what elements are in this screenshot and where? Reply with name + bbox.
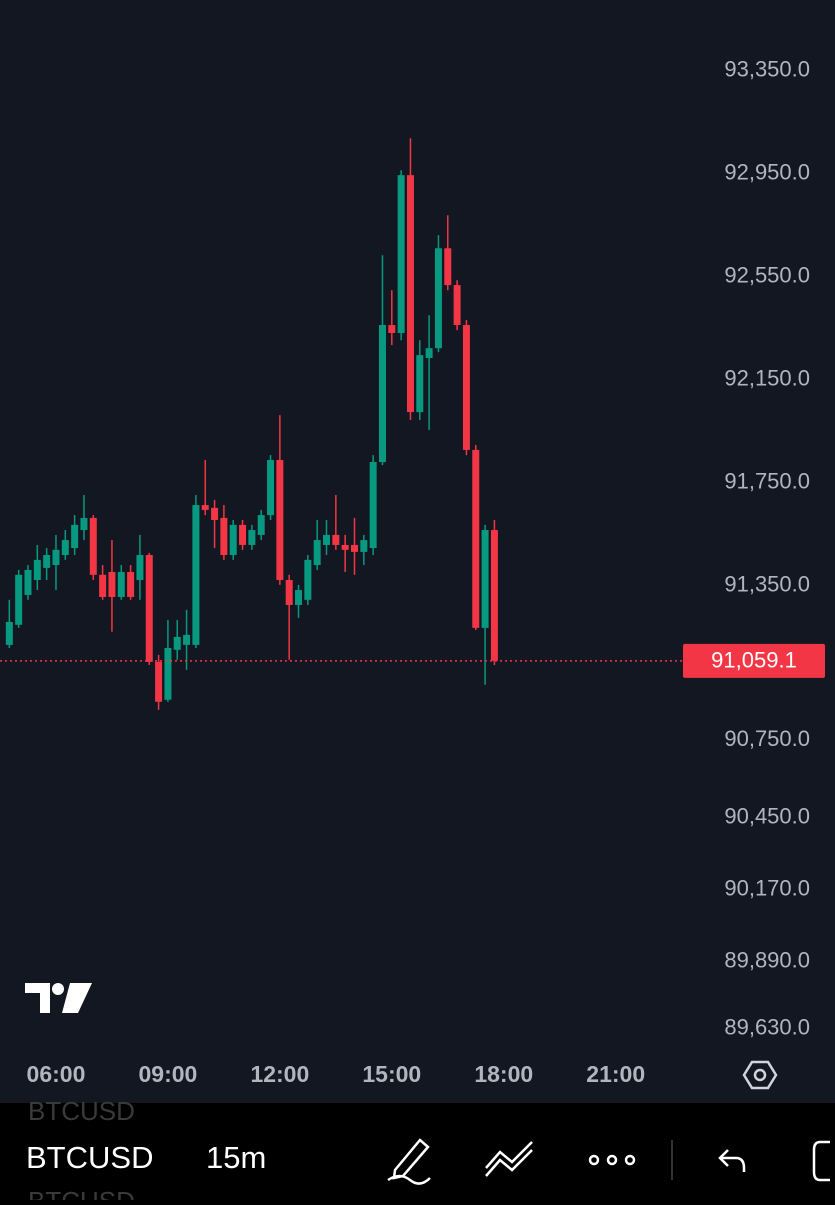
interval[interactable]: 15m <box>206 1140 266 1175</box>
candle-body <box>481 530 489 628</box>
candle-body <box>304 559 312 600</box>
fullscreen-button[interactable] <box>812 1140 830 1182</box>
candle-body <box>108 572 116 597</box>
candle-body <box>285 579 293 605</box>
candle-body <box>24 569 32 595</box>
candle-body <box>33 559 41 580</box>
symbol-next: BTCUSD <box>28 1186 135 1200</box>
candle-body <box>201 505 209 510</box>
settings-button[interactable] <box>742 1060 778 1090</box>
candle-body <box>89 517 97 575</box>
candle-body <box>341 544 349 550</box>
candle-body <box>173 636 181 650</box>
x-tick-label: 15:00 <box>362 1061 421 1087</box>
y-tick-label: 91,350.0 <box>724 572 810 597</box>
x-tick-label: 21:00 <box>586 1061 645 1087</box>
candle-body <box>61 540 69 556</box>
y-tick-label: 89,890.0 <box>724 948 810 973</box>
y-tick-label: 90,750.0 <box>724 726 810 751</box>
candle-body <box>211 507 219 520</box>
x-tick-label: 06:00 <box>27 1061 86 1087</box>
candle-body <box>453 285 461 326</box>
candle-body <box>80 517 88 531</box>
candle-body <box>267 459 275 516</box>
candle-body <box>388 325 396 334</box>
candle-body <box>397 175 405 334</box>
candle-body <box>472 449 480 628</box>
candle-body <box>444 248 452 286</box>
candle-body <box>332 534 340 545</box>
plot: 93,350.0 92,950.0 92,550.0 92,150.0 91,750.0… <box>0 57 825 1040</box>
candle-body <box>425 348 433 358</box>
y-tick-label: 91,750.0 <box>724 469 810 494</box>
symbol-previous: BTCUSD <box>28 1096 135 1126</box>
candle-body <box>360 540 368 552</box>
more-button[interactable] <box>588 1154 636 1166</box>
y-tick-label: 93,350.0 <box>724 57 810 82</box>
candle-body <box>248 530 256 545</box>
y-tick-label: 89,630.0 <box>724 1015 810 1040</box>
candle-body <box>378 325 386 463</box>
candle-body <box>350 544 358 552</box>
chart-background <box>0 0 835 1103</box>
candle-body <box>369 462 377 549</box>
x-tick-label: 18:00 <box>474 1061 533 1087</box>
candle-body <box>323 534 331 545</box>
candle-body <box>5 621 13 645</box>
candle-body <box>229 524 237 556</box>
candle-body <box>183 634 191 645</box>
draw-button[interactable] <box>387 1138 431 1185</box>
candle-body <box>295 590 303 605</box>
last-price-box <box>683 643 825 678</box>
y-tick-label: 92,950.0 <box>724 160 810 185</box>
y-tick-label: 92,550.0 <box>724 263 810 288</box>
candle-body <box>462 325 470 450</box>
candle-body <box>136 555 144 580</box>
candle-body <box>192 505 200 645</box>
candle-body <box>276 459 284 580</box>
symbol[interactable]: BTCUSD <box>26 1140 153 1175</box>
candle-body <box>220 517 228 556</box>
y-tick-label: 90,450.0 <box>724 804 810 829</box>
undo-button[interactable] <box>718 1149 746 1172</box>
candle-body <box>145 555 153 662</box>
candle-body <box>15 574 23 625</box>
candle-body <box>406 175 414 413</box>
candle-body <box>164 647 172 700</box>
candle-body <box>117 572 125 597</box>
candle-body <box>313 540 321 566</box>
last-price-label: 91,059.1 <box>711 648 797 673</box>
candle-body <box>43 555 51 568</box>
y-tick-label: 90,170.0 <box>724 876 810 901</box>
candle-body <box>127 572 135 597</box>
candle-body <box>52 549 60 566</box>
x-tick-label: 12:00 <box>250 1061 309 1087</box>
candle-body <box>490 530 498 661</box>
candle-body <box>155 661 163 702</box>
candle-body <box>239 524 247 545</box>
y-tick-label: 92,150.0 <box>724 366 810 391</box>
x-tick-label: 09:00 <box>139 1061 198 1087</box>
candle-body <box>257 515 265 535</box>
candle-body <box>434 248 442 349</box>
tradingview-logo <box>25 983 92 1013</box>
candle-body <box>416 355 424 413</box>
indicators-button[interactable] <box>485 1141 533 1177</box>
candle-body <box>99 574 107 597</box>
candle-body <box>71 524 79 549</box>
